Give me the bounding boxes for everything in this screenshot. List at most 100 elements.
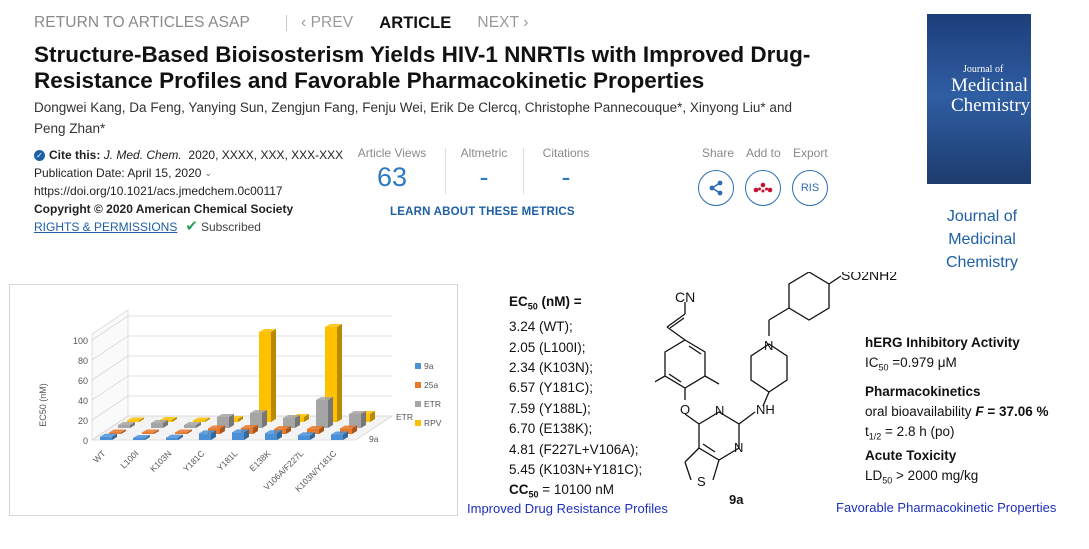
next-article-link[interactable]: NEXT ›: [477, 14, 529, 31]
cover-title-line2: Chemistry: [951, 95, 1031, 116]
current-article-label: ARTICLE: [379, 13, 452, 32]
cite-label[interactable]: Cite this:: [49, 148, 101, 162]
bar-side-RPV: [205, 417, 210, 422]
journal-name-link[interactable]: Journal of Medicinal Chemistry: [945, 208, 1018, 271]
bar-25a-K103N/Y181C: [340, 428, 352, 434]
x-tick-label: WT: [91, 448, 107, 464]
prev-article-link[interactable]: ‹ PREV: [300, 14, 354, 31]
bar-top-9a: [166, 434, 183, 438]
bar-side-ETR: [130, 422, 135, 428]
bar-side-25a: [286, 426, 291, 434]
legend-swatch-ETR: [415, 401, 421, 407]
return-to-articles-link[interactable]: RETURN TO ARTICLES ASAP: [34, 14, 250, 31]
nav-divider: [285, 15, 287, 31]
ec50-value-row: 2.05 (L100I);: [509, 339, 586, 355]
bar-top-9a: [232, 429, 249, 433]
bar-RPV-Y181L: [259, 332, 271, 422]
doi-link[interactable]: https://doi.org/10.1021/acs.jmedchem.0c0…: [34, 184, 283, 198]
bar-9a-WT: [100, 436, 112, 440]
x-tick-label: E138K: [247, 448, 272, 473]
bar-top-25a: [175, 429, 192, 433]
bar-side-9a: [211, 430, 216, 440]
journal-cover[interactable]: Journal of Medicinal Chemistry: [927, 14, 1031, 196]
bar-top-25a: [274, 426, 291, 429]
caption-pharmacokinetics: Favorable Pharmacokinetic Properties: [836, 500, 1057, 515]
y-tick-label: 20: [78, 416, 88, 426]
bar-top-ETR: [283, 415, 300, 418]
legend-swatch-9a: [415, 363, 421, 369]
share-icon: [709, 180, 723, 196]
mol-o: O: [680, 402, 690, 417]
depth-label: ETR: [396, 412, 413, 422]
chevron-down-icon[interactable]: ⌄: [204, 168, 212, 178]
legend-label: RPV: [424, 418, 442, 428]
metric-altmetric-label: Altmetric: [460, 146, 508, 160]
y-tick-label: 100: [73, 336, 88, 346]
bar-top-RPV: [160, 417, 177, 420]
share-label: Share: [702, 146, 735, 160]
bar-ETR-V106A/F227L: [316, 400, 328, 428]
bar-side-9a: [244, 429, 249, 440]
chart-gridline: [91, 355, 129, 381]
ec50-value-row: 6.70 (E138K);: [509, 421, 593, 437]
citation-block: ✓ Cite this: J. Med. Chem. 2020, XXXX, X…: [34, 146, 354, 236]
mol-s: S: [697, 474, 706, 489]
chart-gridline: [91, 315, 129, 341]
share-actions: Share Add to Export RIS: [692, 146, 832, 216]
ec50-value-row: 2.34 (K103N);: [509, 359, 594, 375]
article-nav: RETURN TO ARTICLES ASAP ‹ PREV ARTICLE N…: [34, 12, 529, 34]
legend-swatch-25a: [415, 382, 421, 388]
pk-title: Pharmacokinetics: [865, 383, 981, 399]
bar-top-9a: [100, 433, 117, 437]
bar-top-RPV: [127, 417, 144, 421]
export-ris-button[interactable]: RIS: [792, 170, 828, 206]
ec50-value-row: 5.45 (K103N+Y181C);: [509, 461, 643, 477]
subscribed-status: ✔ Subscribed: [185, 218, 261, 236]
ld50-value: > 2000 mg/kg: [896, 468, 979, 484]
herg-ic50: IC50 =0.979 μM: [865, 355, 957, 373]
bar-ETR-E138K: [283, 418, 295, 428]
bar-top-RPV: [325, 324, 342, 327]
cc50-line: CC50 = 10100 nM: [509, 482, 614, 501]
legend-label: ETR: [424, 399, 441, 409]
bar-side-25a: [121, 429, 126, 434]
cover-title-big: Medicinal Chemistry: [951, 76, 1030, 116]
mol-n-upper: N: [715, 403, 724, 418]
rights-permissions-link[interactable]: RIGHTS & PERMISSIONS: [34, 220, 178, 234]
bar-ETR-K103N/Y181C: [349, 414, 361, 428]
bar-side-ETR: [196, 422, 201, 428]
bar-top-9a: [199, 430, 216, 434]
share-button[interactable]: [698, 170, 734, 206]
bar-top-ETR: [250, 410, 267, 413]
learn-metrics-link[interactable]: LEARN ABOUT THESE METRICS: [390, 206, 575, 218]
bar-side-RPV: [271, 329, 276, 422]
cover-title-line1: Medicinal: [951, 75, 1029, 96]
bar-side-ETR: [295, 415, 300, 428]
add-to-mendeley-button[interactable]: [745, 170, 781, 206]
y-tick-label: 0: [83, 436, 88, 446]
mol-nh: NH: [756, 402, 775, 417]
x-tick-label: Y181C: [181, 448, 206, 473]
bar-side-9a: [145, 434, 150, 440]
bar-top-9a: [298, 432, 315, 436]
chart-gridline: [91, 375, 129, 401]
bar-top-25a: [241, 425, 258, 428]
mol-piperidine-n: N: [764, 338, 773, 353]
bar-side-RPV: [238, 416, 243, 422]
metric-views-label: Article Views: [357, 146, 427, 160]
bar-top-25a: [307, 426, 324, 429]
chart-gridline: [91, 335, 129, 361]
herg-value: =0.979 μM: [892, 355, 957, 370]
bar-side-ETR: [229, 414, 234, 428]
bar-9a-K103N/Y181C: [331, 434, 343, 440]
y-axis-label: EC50 (nM): [38, 383, 48, 427]
oral-label: oral bioavailability: [865, 403, 972, 419]
bar-side-9a: [112, 433, 117, 440]
bar-top-25a: [340, 425, 357, 429]
bar-side-9a: [310, 432, 315, 440]
bar-9a-E138K: [265, 433, 277, 440]
chart-gridline: [91, 395, 129, 421]
bar-top-ETR: [349, 411, 366, 414]
author-list[interactable]: Dongwei Kang, Da Feng, Yanying Sun, Zeng…: [34, 100, 792, 136]
bar-25a-L100I: [142, 432, 154, 434]
